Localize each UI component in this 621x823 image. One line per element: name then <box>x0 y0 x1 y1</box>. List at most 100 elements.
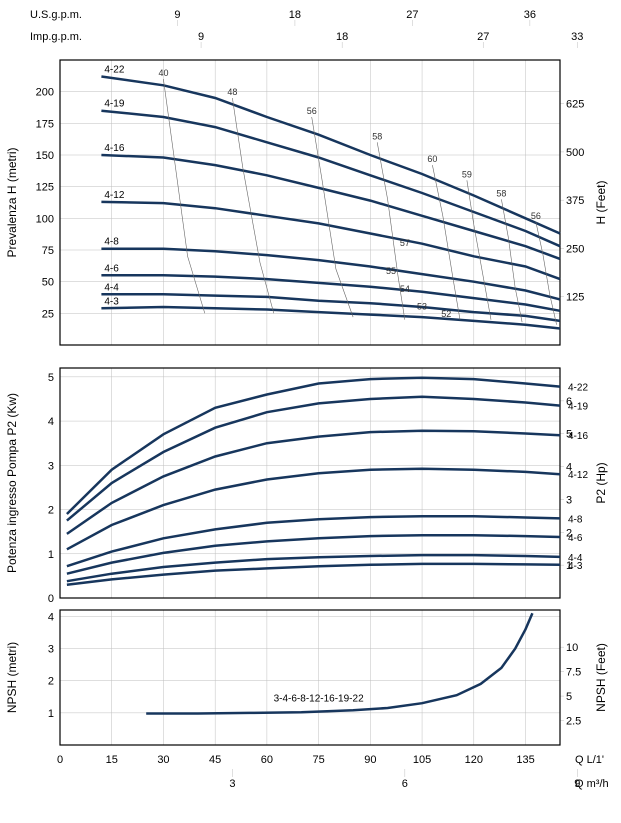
chart-svg: U.S.g.p.m.9182736Imp.g.p.m.9182733255075… <box>0 0 621 823</box>
y2-title: P2 (Hp) <box>594 462 608 503</box>
lmin-tick: 15 <box>106 754 118 766</box>
y2-tick: 3 <box>566 494 572 506</box>
eff-label: 54 <box>400 284 410 294</box>
lmin-tick: 120 <box>465 754 483 766</box>
eff-curve <box>232 98 273 313</box>
y-tick: 150 <box>36 150 54 162</box>
y2-tick: 250 <box>566 243 584 255</box>
eff-label: 52 <box>441 309 451 319</box>
series-label: 4-12 <box>568 470 588 481</box>
usgpm-tick: 36 <box>524 9 536 21</box>
y-title: NPSH (metri) <box>5 642 19 713</box>
impgpm-label: Imp.g.p.m. <box>30 31 82 43</box>
series-label: 4-3 <box>568 561 583 572</box>
lmin-tick: 60 <box>261 754 273 766</box>
eff-label: 58 <box>496 188 506 198</box>
eff-label: 60 <box>427 154 437 164</box>
lmin-tick: 90 <box>364 754 376 766</box>
series-4-12 <box>101 202 560 279</box>
y-tick: 100 <box>36 213 54 225</box>
lmin-label: Q L/1' <box>575 754 604 766</box>
y-tick: 2 <box>48 505 54 517</box>
series-label: 4-16 <box>568 431 588 442</box>
y-tick: 2 <box>48 676 54 688</box>
y2-tick: 125 <box>566 292 584 304</box>
y-title: Prevalenza H (metri) <box>5 147 19 257</box>
y-tick: 4 <box>48 416 54 428</box>
series-label: 4-3 <box>104 296 119 307</box>
lmin-tick: 0 <box>57 754 63 766</box>
y-tick: 4 <box>48 611 54 623</box>
series-4-19 <box>67 397 560 521</box>
series-label: 4-19 <box>568 402 588 413</box>
eff-label: 57 <box>400 238 410 248</box>
y-tick: 200 <box>36 87 54 99</box>
usgpm-tick: 27 <box>406 9 418 21</box>
series-label: 4-8 <box>568 514 583 525</box>
y-tick: 1 <box>48 708 54 720</box>
eff-label: 58 <box>372 131 382 141</box>
series-label: 4-22 <box>568 383 588 394</box>
lmin-tick: 75 <box>312 754 324 766</box>
y2-tick: 5 <box>566 691 572 703</box>
impgpm-tick: 33 <box>571 31 583 43</box>
m3h-tick: 6 <box>402 778 408 790</box>
series-4-3 <box>101 307 560 329</box>
y-tick: 1 <box>48 549 54 561</box>
y2-tick: 375 <box>566 195 584 207</box>
y-tick: 125 <box>36 182 54 194</box>
impgpm-tick: 9 <box>198 31 204 43</box>
lmin-tick: 105 <box>413 754 431 766</box>
series-label: 4-8 <box>104 237 119 248</box>
series-label: 4-4 <box>104 282 119 293</box>
series-4-8 <box>101 249 560 300</box>
series-4-16 <box>101 155 560 259</box>
y-tick: 5 <box>48 372 54 384</box>
y-tick: 0 <box>48 593 54 605</box>
eff-label: 48 <box>227 87 237 97</box>
eff-label: 55 <box>386 266 396 276</box>
y2-title: NPSH (Feet) <box>594 643 608 712</box>
impgpm-tick: 27 <box>477 31 489 43</box>
y2-tick: 10 <box>566 642 578 654</box>
usgpm-label: U.S.g.p.m. <box>30 9 82 21</box>
pump-curve-chart: U.S.g.p.m.9182736Imp.g.p.m.9182733255075… <box>0 0 621 823</box>
eff-label: 56 <box>531 211 541 221</box>
series-label: 4-22 <box>104 64 124 75</box>
y-tick: 50 <box>42 277 54 289</box>
m3h-tick: 3 <box>229 778 235 790</box>
eff-curve <box>163 79 204 313</box>
y2-tick: 2.5 <box>566 716 581 728</box>
series-label: 4-12 <box>104 190 124 201</box>
y2-title: H (Feet) <box>594 180 608 224</box>
lmin-tick: 45 <box>209 754 221 766</box>
eff-label: 56 <box>307 106 317 116</box>
eff-label: 40 <box>158 68 168 78</box>
eff-label: 53 <box>417 302 427 312</box>
y-tick: 25 <box>42 308 54 320</box>
series-label: 4-19 <box>104 99 124 110</box>
y2-tick: 625 <box>566 99 584 111</box>
y2-tick: 500 <box>566 147 584 159</box>
series-label: 4-6 <box>568 533 583 544</box>
lmin-tick: 135 <box>516 754 534 766</box>
y-tick: 175 <box>36 118 54 130</box>
series-label: 4-6 <box>104 263 119 274</box>
y-tick: 75 <box>42 245 54 257</box>
lmin-tick: 30 <box>157 754 169 766</box>
y-title: Potenza ingresso Pompa P2 (Kw) <box>5 393 19 573</box>
series-4-3 <box>67 564 560 585</box>
usgpm-tick: 18 <box>289 9 301 21</box>
m3h-label: Q m³/h <box>575 778 609 790</box>
eff-label: 59 <box>462 169 472 179</box>
y-tick: 3 <box>48 460 54 472</box>
series-4-6 <box>101 275 560 311</box>
series-4-22 <box>67 378 560 514</box>
npsh-series-label: 3-4-6-8-12-16-19-22 <box>274 694 364 705</box>
series-4-12 <box>67 469 560 550</box>
usgpm-tick: 9 <box>174 9 180 21</box>
y2-tick: 7.5 <box>566 667 581 679</box>
series-label: 4-16 <box>104 143 124 154</box>
y-tick: 3 <box>48 644 54 656</box>
impgpm-tick: 18 <box>336 31 348 43</box>
